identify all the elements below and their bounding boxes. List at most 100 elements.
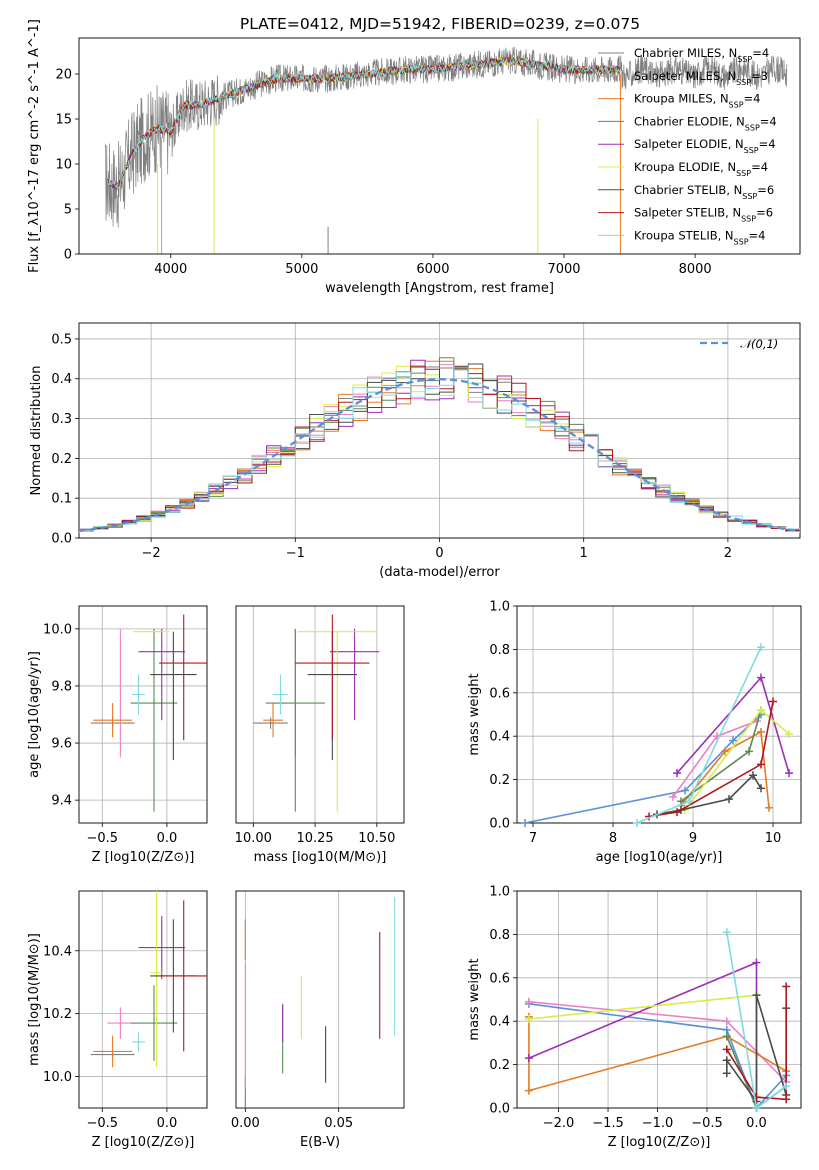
y-tick-label: 0.4 <box>489 730 510 745</box>
errorbar-point <box>132 1032 145 1052</box>
y-tick-label: 0.2 <box>489 1058 510 1073</box>
spectrum-legend: Chabrier MILES, NSSP=4 Salpeter MILES, NS… <box>598 46 777 246</box>
y-tick-label: 9.8 <box>51 679 72 694</box>
x-tick-label: 5000 <box>285 262 318 277</box>
y-tick-label: 0.6 <box>489 971 510 986</box>
series-marker <box>765 803 773 812</box>
series-marker <box>752 1093 761 1102</box>
series-marker <box>785 769 793 778</box>
y-tick-label: 0 <box>64 248 72 263</box>
x-axis-label: Z [log10(Z/Z⊙)] <box>92 850 195 865</box>
x-tick-label: 7000 <box>547 262 580 277</box>
axes-frame <box>78 890 208 1109</box>
y-axis-label: age [log10(age/yr)] <box>27 651 42 778</box>
errorbar-point <box>130 985 178 1061</box>
series-marker <box>524 1015 533 1024</box>
y-tick-label: 10.0 <box>43 622 72 637</box>
series-marker <box>669 792 677 801</box>
x-tick-label: 10 <box>765 831 782 846</box>
mass-weight-series-line <box>680 730 770 808</box>
series-marker <box>721 747 729 756</box>
axes-frame <box>235 890 405 1109</box>
y-tick-label: 1.0 <box>489 600 510 615</box>
legend-entry: Salpeter STELIB, NSSP=6 <box>634 206 773 224</box>
y-tick-label: 0.5 <box>51 332 72 347</box>
x-tick-label: 8 <box>609 831 617 846</box>
y-tick-label: 0.2 <box>51 452 72 467</box>
y-tick-label: 0.1 <box>51 492 72 507</box>
y-tick-label: 5 <box>64 203 72 218</box>
panel-mass-vs-Z: −0.5 0.0 10.0 10.2 10.4 Z [log10(Z/Z⊙)] mass [… <box>27 890 208 1150</box>
panel-spectrum: 4000 5000 6000 7000 8000 0 5 10 15 20 wavelength [… <box>27 19 801 296</box>
y-tick-label: 0.0 <box>51 532 72 547</box>
series-marker <box>757 784 765 793</box>
y-tick-label: 10.0 <box>43 1070 72 1085</box>
model-fit-line <box>107 55 620 190</box>
y-tick-label: 0.8 <box>489 928 510 943</box>
y-tick-label: 0.4 <box>489 1015 510 1030</box>
x-tick-label: −1 <box>286 546 305 561</box>
series-marker <box>681 786 689 795</box>
series-marker <box>745 747 753 756</box>
y-tick-label: 9.6 <box>51 737 72 752</box>
model-fit-line <box>107 56 620 191</box>
x-tick-label: 0.00 <box>231 1116 260 1131</box>
x-tick-label: 6000 <box>416 262 449 277</box>
x-tick-label: 1 <box>580 546 588 561</box>
y-tick-label: 0.3 <box>51 412 72 427</box>
x-tick-label: 10.00 <box>235 831 272 846</box>
errorbar-point <box>253 717 288 729</box>
mass-weight-series-line <box>648 701 774 818</box>
x-tick-label: 0.05 <box>324 1116 353 1131</box>
y-axis-label: mass weight <box>467 673 482 755</box>
series-marker <box>524 997 533 1006</box>
series-marker <box>524 1086 533 1095</box>
observed-spectrum-line <box>104 46 788 228</box>
legend-entry: Chabrier STELIB, NSSP=6 <box>634 183 774 201</box>
series-marker <box>673 769 681 778</box>
y-tick-label: 20 <box>55 68 72 83</box>
series-marker <box>521 819 529 827</box>
errorbar-point <box>138 916 186 980</box>
x-tick-label: −0.5 <box>691 1116 723 1131</box>
panel-age-vs-Z: −0.5 0.0 9.4 9.6 9.8 10.0 Z [log10(Z/Z⊙)] age [… <box>27 605 208 865</box>
legend-entry: Chabrier MILES, NSSP=4 <box>634 46 769 64</box>
series-marker <box>782 1082 791 1091</box>
y-tick-label: 10 <box>55 158 72 173</box>
residual-histogram-line <box>79 365 800 533</box>
legend-entry: Salpeter ELODIE, NSSP=4 <box>634 137 776 155</box>
legend-entry: Kroupa STELIB, NSSP=4 <box>634 228 765 246</box>
mass-weight-series-line <box>726 986 787 1101</box>
series-marker <box>785 730 793 739</box>
figure-title: PLATE=0412, MJD=51942, FIBERID=0239, z=0… <box>240 15 640 33</box>
y-axis-label: mass [log10(M/M⊙)] <box>27 933 42 1066</box>
errorbar-point <box>150 631 197 761</box>
y-axis-label: Flux [f_λ10^-17 erg cm^-2 s^-1 A^-1] <box>27 19 42 273</box>
y-tick-label: 9.4 <box>51 794 72 809</box>
y-tick-label: 0.6 <box>489 686 510 701</box>
x-tick-label: −2.0 <box>543 1116 575 1131</box>
series-marker <box>722 928 731 937</box>
errorbar-point <box>150 891 164 1068</box>
panel-mass-weight-vs-age: 7 8 9 10 0.0 0.2 0.4 0.6 0.8 1.0 age [log10(age/yr… <box>467 600 802 865</box>
y-tick-label: 10.2 <box>43 1007 72 1022</box>
series-marker <box>757 643 765 652</box>
legend-entry: Kroupa ELODIE, NSSP=4 <box>634 160 768 178</box>
x-axis-label: Z [log10(Z/Z⊙)] <box>608 1135 711 1150</box>
panel-age-vs-mass: 10.00 10.25 10.50 mass [log10(M/M⊙)] <box>235 605 405 865</box>
x-tick-label: 8000 <box>679 262 712 277</box>
x-axis-label: wavelength [Angstrom, rest frame] <box>325 281 554 296</box>
legend-entry: Chabrier ELODIE, NSSP=4 <box>634 114 777 131</box>
series-marker <box>757 760 765 769</box>
errorbar-point <box>159 614 207 741</box>
x-tick-label: 0.0 <box>157 1116 178 1131</box>
x-tick-label: −0.5 <box>86 1116 118 1131</box>
axes-frame <box>516 890 802 1109</box>
x-axis-label: mass [log10(M/M⊙)] <box>254 850 387 865</box>
errorbar-point <box>93 1035 133 1068</box>
axes-frame <box>78 605 208 824</box>
series-marker <box>722 1017 731 1026</box>
errorbar-point <box>273 674 288 715</box>
x-tick-label: 7 <box>529 831 537 846</box>
